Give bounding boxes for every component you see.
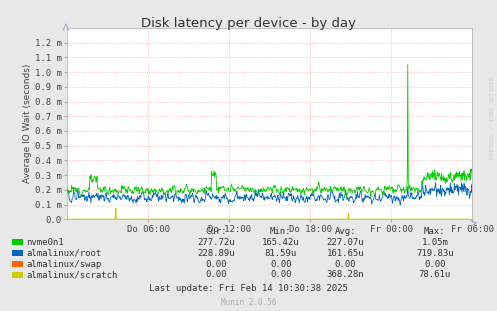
Text: 78.61u: 78.61u xyxy=(419,271,451,279)
Text: 1.05m: 1.05m xyxy=(421,238,448,247)
Text: Munin 2.0.56: Munin 2.0.56 xyxy=(221,298,276,307)
Text: RRDTOOL / TOBI OETIKER: RRDTOOL / TOBI OETIKER xyxy=(490,77,495,160)
Text: 0.00: 0.00 xyxy=(270,271,292,279)
Text: 0.00: 0.00 xyxy=(424,260,446,268)
Text: 0.00: 0.00 xyxy=(270,260,292,268)
Text: Min:: Min: xyxy=(270,227,292,236)
Text: Cur:: Cur: xyxy=(205,227,227,236)
Text: almalinux/root: almalinux/root xyxy=(26,249,101,258)
Text: almalinux/scratch: almalinux/scratch xyxy=(26,271,118,279)
Text: 81.59u: 81.59u xyxy=(265,249,297,258)
Text: Last update: Fri Feb 14 10:30:38 2025: Last update: Fri Feb 14 10:30:38 2025 xyxy=(149,284,348,293)
Text: 165.42u: 165.42u xyxy=(262,238,300,247)
Text: 227.07u: 227.07u xyxy=(327,238,364,247)
Text: Max:: Max: xyxy=(424,227,446,236)
Text: nvme0n1: nvme0n1 xyxy=(26,238,64,247)
Text: Disk latency per device - by day: Disk latency per device - by day xyxy=(141,17,356,30)
Text: 277.72u: 277.72u xyxy=(197,238,235,247)
Y-axis label: Average IO Wait (seconds): Average IO Wait (seconds) xyxy=(23,64,32,183)
Text: 719.83u: 719.83u xyxy=(416,249,454,258)
Text: Avg:: Avg: xyxy=(334,227,356,236)
Text: 0.00: 0.00 xyxy=(205,271,227,279)
Text: 228.89u: 228.89u xyxy=(197,249,235,258)
Text: 0.00: 0.00 xyxy=(334,260,356,268)
Text: 368.28n: 368.28n xyxy=(327,271,364,279)
Text: almalinux/swap: almalinux/swap xyxy=(26,260,101,268)
Text: 0.00: 0.00 xyxy=(205,260,227,268)
Text: 161.65u: 161.65u xyxy=(327,249,364,258)
